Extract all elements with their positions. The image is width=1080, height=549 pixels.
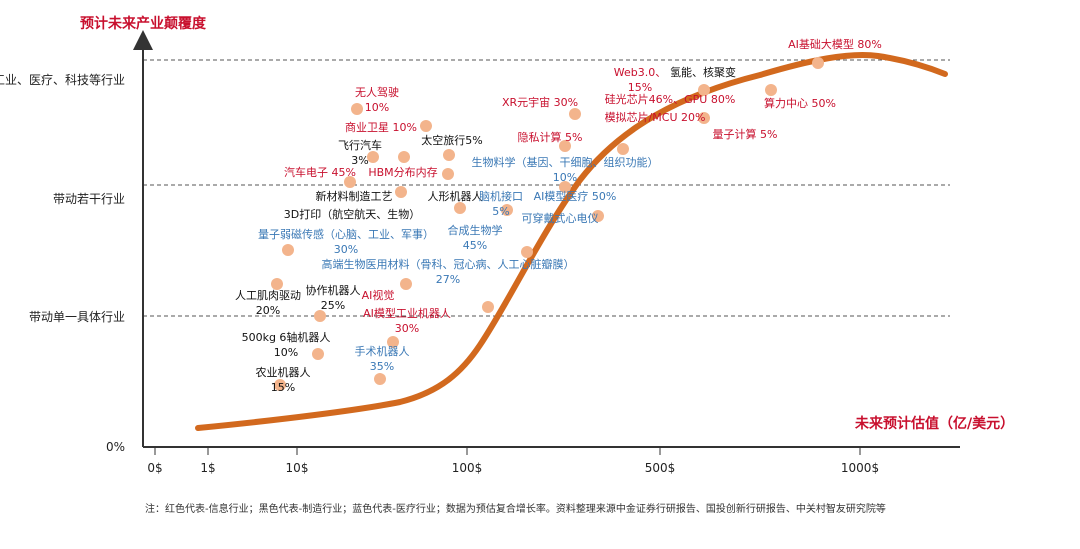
point-label-30: 手术机器人 35% <box>355 344 410 373</box>
point-label-14: 太空旅行5% <box>421 133 482 147</box>
data-point-19 <box>395 186 407 198</box>
data-point-21 <box>501 204 513 216</box>
x-tick-label-1: 1$ <box>200 461 215 475</box>
data-point-23 <box>521 246 533 258</box>
point-label-19: 人形机器人 <box>428 189 483 203</box>
x-tick-label-3: 100$ <box>452 461 483 475</box>
point-label-11: 可穿戴式心电仪 <box>522 211 599 225</box>
x-tick-label-4: 500$ <box>645 461 676 475</box>
point-label-18: 新材料制造工艺 <box>316 189 393 203</box>
point-label-8: 隐私计算 5% <box>518 130 583 144</box>
growth-curve <box>195 51 948 431</box>
point-label-4: 算力中心 50% <box>764 96 836 110</box>
point-label-12: 无人驾驶 10% <box>355 85 399 114</box>
point-label-21: 3D打印（航空航天、生物） <box>284 207 420 221</box>
point-label-1: Web3.0、 15% <box>614 66 666 94</box>
point-label-24: 高端生物医用材料（骨科、冠心病、人工心脏瓣膜） 27% <box>322 257 575 286</box>
y-tick-label-1: 带动单一具体行业 <box>29 310 125 324</box>
data-point-22 <box>282 244 294 256</box>
data-point-10 <box>559 181 571 193</box>
data-point-1 <box>698 84 710 96</box>
point-label-5: 模拟芯片/MCU 20% <box>605 110 706 124</box>
x-tick-label-2: 10$ <box>286 461 309 475</box>
point-label-26: 协作机器人 25% <box>306 283 361 312</box>
point-label-9: 生物料学（基因、干细胞、组织功能） 10% <box>472 155 659 184</box>
point-label-7: XR元宇宙 30% <box>502 95 578 109</box>
point-label-6: 量子计算 5% <box>713 127 778 141</box>
point-label-0: AI基础大模型 80% <box>788 37 882 51</box>
data-point-8 <box>559 140 571 152</box>
point-label-25: 人工肌肉驱动 20% <box>235 289 301 317</box>
point-label-29: 500kg 6轴机器人 10% <box>242 330 331 359</box>
point-label-23: 合成生物学 45% <box>448 223 503 252</box>
data-point-11 <box>592 210 604 222</box>
point-label-27: AI视觉 <box>362 288 395 302</box>
data-point-13 <box>420 120 432 132</box>
data-point-30 <box>374 373 386 385</box>
point-label-20: 脑机接口 5% <box>479 189 523 218</box>
data-point-24 <box>400 278 412 290</box>
x-axis-title: 未来预计估值（亿/美元） <box>855 415 1014 432</box>
point-label-2: 氢能、核聚变 <box>670 65 736 79</box>
data-point-0 <box>812 57 824 69</box>
point-label-28: AI模型工业机器人 30% <box>363 306 451 335</box>
point-label-13: 商业卫星 10% <box>345 120 417 134</box>
data-point-9 <box>617 143 629 155</box>
y-tick-label-2: 带动若干行业 <box>53 192 125 206</box>
data-point-18 <box>344 176 356 188</box>
data-point-5 <box>698 112 710 124</box>
data-point-7 <box>569 108 581 120</box>
point-label-31: 农业机器人 15% <box>256 365 311 394</box>
data-point-4 <box>765 84 777 96</box>
data-point-32 <box>482 301 494 313</box>
data-point-25 <box>271 278 283 290</box>
point-label-15: 飞行汽车 3% <box>338 138 382 167</box>
data-point-29 <box>312 348 324 360</box>
data-point-27 <box>387 336 399 348</box>
data-point-14 <box>443 149 455 161</box>
data-point-12 <box>351 103 363 115</box>
data-point-26 <box>314 310 326 322</box>
point-label-3: 硅光芯片46%、GPU 80% <box>605 92 736 106</box>
point-label-17: HBM分布内存 <box>368 165 437 179</box>
x-tick-label-5: 1000$ <box>841 461 879 475</box>
point-label-10: AI模型医疗 50% <box>534 189 617 203</box>
x-tick-label-0: 0$ <box>147 461 162 475</box>
point-label-16: 汽车电子 45% <box>284 165 356 179</box>
data-point-20 <box>454 202 466 214</box>
footnote: 注：红色代表-信息行业；黑色代表-制造行业；蓝色代表-医疗行业；数据为预估复合增… <box>145 504 886 515</box>
data-point-17 <box>442 168 454 180</box>
y-tick-label-3: 带动消费、工业、医疗、科技等行业 <box>0 73 125 87</box>
data-point-16 <box>398 151 410 163</box>
point-label-22: 量子弱磁传感（心脑、工业、军事） 30% <box>258 228 434 256</box>
y-axis-title: 预计未来产业颠覆度 <box>80 15 207 32</box>
data-point-31 <box>274 379 286 391</box>
data-point-15 <box>367 151 379 163</box>
y-tick-label-0: 0% <box>106 440 125 454</box>
